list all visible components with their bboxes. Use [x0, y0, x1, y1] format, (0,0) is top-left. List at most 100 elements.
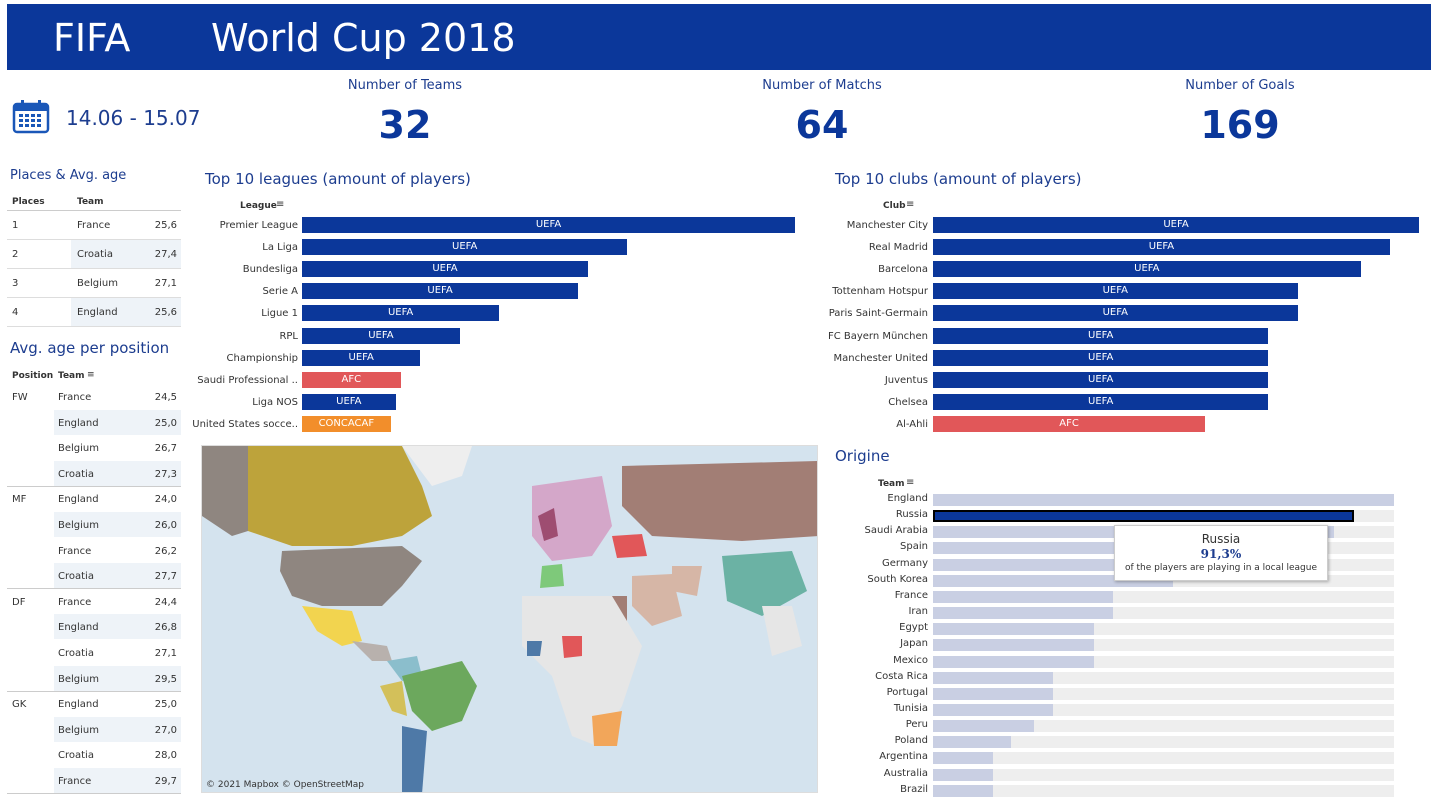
bar[interactable]	[933, 655, 1095, 668]
age-cell: 27,1	[154, 648, 177, 659]
bar[interactable]: UEFA	[933, 349, 1269, 366]
table-row[interactable]: Croatia 28,0	[7, 742, 181, 768]
bar[interactable]: UEFA	[933, 261, 1361, 278]
table-row[interactable]: GK England 25,0	[7, 691, 181, 717]
table-row[interactable]: Belgium 29,5	[7, 665, 181, 692]
bar[interactable]: UEFA	[302, 283, 579, 300]
bar[interactable]	[933, 542, 1173, 555]
page-title: World Cup 2018	[211, 16, 516, 60]
bar[interactable]: UEFA	[933, 217, 1419, 233]
table-row[interactable]: MF England 24,0	[7, 486, 181, 512]
team-cell: Croatia	[58, 648, 94, 659]
category-label: Poland	[894, 735, 928, 747]
tooltip-team: Russia	[1201, 532, 1241, 546]
category-label: Real Madrid	[868, 242, 928, 254]
table-row[interactable]: 1 France 25,6	[7, 211, 181, 240]
table-row[interactable]: DF France 24,4	[7, 589, 181, 615]
table-row[interactable]: England 25,0	[7, 409, 181, 436]
bar[interactable]	[933, 720, 1035, 733]
kpi-goals-value: 169	[1200, 103, 1280, 147]
team-cell: Croatia	[58, 750, 94, 762]
team-cell: France	[58, 596, 92, 608]
age-cell: 26,2	[154, 545, 177, 557]
table-row[interactable]: Belgium 26,0	[7, 512, 181, 538]
bar[interactable]	[933, 768, 993, 781]
table-row[interactable]: Croatia 27,3	[7, 460, 181, 487]
bar[interactable]	[933, 703, 1053, 716]
bar[interactable]	[933, 671, 1053, 684]
tooltip: Russia 91,3% of the players are playing …	[1114, 525, 1328, 581]
place-cell: 1	[12, 220, 19, 231]
map-region-iran	[672, 566, 702, 596]
category-label: Japan	[900, 638, 928, 650]
table-row[interactable]: France 26,2	[7, 538, 181, 564]
position-cell: MF	[12, 494, 27, 506]
category-label: Championship	[226, 352, 298, 364]
bar[interactable]: UEFA	[933, 283, 1298, 300]
bar[interactable]: UEFA	[302, 239, 628, 256]
bar[interactable]	[933, 752, 993, 765]
category-label: Ligue 1	[261, 308, 298, 320]
table-row[interactable]: 4 England 25,6	[7, 298, 181, 327]
bar[interactable]: AFC	[302, 371, 401, 388]
category-label: Paris Saint-Germain	[828, 308, 928, 320]
sort-icon[interactable]: ≡	[906, 477, 915, 488]
table-row[interactable]: 3 Belgium 27,1	[7, 269, 181, 298]
bar[interactable]: UEFA	[933, 239, 1390, 256]
place-cell: 2	[12, 249, 19, 260]
table-row[interactable]: England 26,8	[7, 614, 181, 640]
bar-label: UEFA	[1148, 241, 1175, 253]
bar[interactable]: UEFA	[933, 305, 1298, 322]
bar[interactable]	[933, 687, 1053, 700]
bar[interactable]	[933, 510, 1354, 523]
bar[interactable]	[933, 494, 1394, 506]
bar[interactable]	[933, 558, 1173, 571]
places-col-header: Places	[12, 197, 45, 207]
age-cell: 28,0	[154, 750, 177, 762]
age-cell: 29,7	[154, 776, 177, 787]
sort-icon[interactable]: ≡	[87, 370, 95, 380]
cell-background	[54, 409, 181, 435]
table-row[interactable]: Belgium 27,0	[7, 716, 181, 743]
bar[interactable]	[933, 784, 993, 797]
bar[interactable]	[933, 639, 1095, 652]
bar[interactable]: UEFA	[302, 393, 396, 410]
table-row[interactable]: FW France 24,5	[7, 384, 181, 410]
bar[interactable]: UEFA	[302, 217, 795, 233]
bar-label: UEFA	[1088, 373, 1114, 385]
bar[interactable]: UEFA	[302, 305, 500, 322]
kpi-teams-label: Number of Teams	[347, 78, 463, 93]
table-row[interactable]: 2 Croatia 27,4	[7, 240, 181, 269]
age-cell: 24,4	[154, 596, 177, 608]
bar[interactable]	[933, 574, 1173, 587]
sort-icon[interactable]: ≡	[276, 199, 285, 210]
bar[interactable]: UEFA	[302, 261, 588, 278]
bar[interactable]	[933, 623, 1095, 636]
map-region-spain	[540, 564, 564, 588]
age-cell: 25,6	[154, 220, 177, 231]
position-cell: FW	[12, 392, 28, 403]
bar[interactable]: UEFA	[933, 327, 1269, 344]
bar[interactable]	[933, 736, 1012, 749]
category-label: England	[887, 493, 928, 504]
bar[interactable]: AFC	[933, 415, 1206, 432]
category-label: Egypt	[899, 622, 928, 634]
sort-icon[interactable]: ≡	[906, 199, 915, 210]
bar[interactable]: UEFA	[933, 393, 1269, 410]
table-row[interactable]: France 29,7	[7, 768, 181, 794]
bar[interactable]: UEFA	[302, 327, 460, 344]
bar-track	[933, 736, 1394, 749]
map-region-greenland	[402, 446, 472, 486]
bar[interactable]: UEFA	[933, 371, 1269, 388]
bar[interactable]: UEFA	[302, 349, 421, 366]
table-row[interactable]: Croatia 27,7	[7, 563, 181, 590]
bar[interactable]	[933, 607, 1113, 620]
positions-title: Avg. age per position	[10, 339, 170, 357]
table-row[interactable]: Belgium 26,7	[7, 435, 181, 461]
cell-background	[54, 512, 181, 537]
world-map[interactable]: © 2021 Mapbox © OpenStreetMap	[201, 445, 818, 793]
table-row[interactable]: Croatia 27,1	[7, 640, 181, 666]
bar[interactable]: CONCACAF	[302, 415, 391, 432]
age-cell: 25,6	[154, 307, 177, 318]
bar[interactable]	[933, 590, 1113, 603]
